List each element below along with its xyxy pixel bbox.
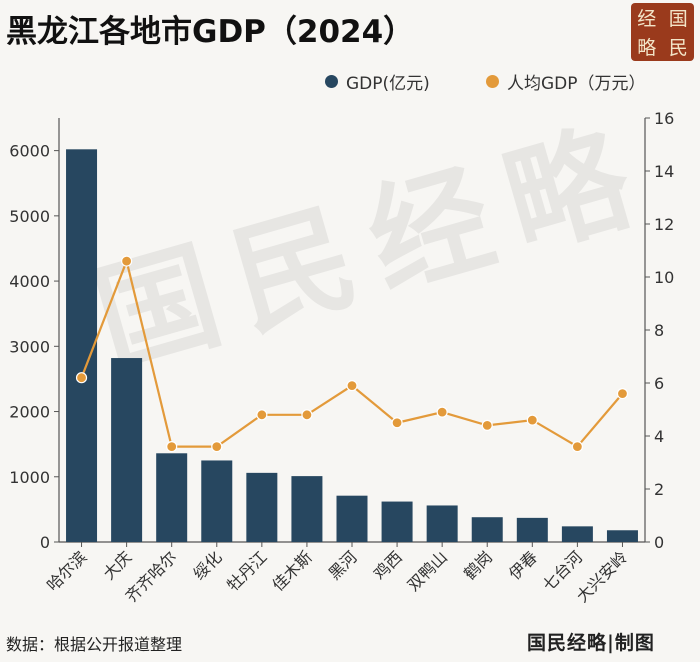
legend-swatch-per-capita <box>486 75 499 88</box>
bar <box>156 453 188 542</box>
logo-char: 经 <box>637 8 657 30</box>
bar <box>381 501 413 542</box>
legend-swatch-gdp <box>325 75 338 88</box>
bar <box>111 358 143 542</box>
x-tick-label: 伊春 <box>505 547 541 583</box>
bar <box>246 472 278 542</box>
per-capita-point <box>571 441 583 453</box>
per-capita-point <box>75 372 88 384</box>
x-tick-label: 鹤岗 <box>460 547 496 583</box>
per-capita-point <box>436 406 448 418</box>
bar <box>336 495 368 542</box>
y-right-tick-label: 6 <box>654 374 664 393</box>
y-left-tick-label: 4000 <box>9 272 50 291</box>
logo-char: 略 <box>637 37 657 59</box>
y-left-tick-label: 5000 <box>9 207 50 226</box>
brand-logo: 经 国 略 民 <box>631 3 694 61</box>
chart-legend: GDP(亿元) 人均GDP（万元） <box>0 69 700 97</box>
per-capita-point <box>391 417 403 429</box>
per-capita-point <box>211 441 223 453</box>
y-left-tick-label: 1000 <box>9 468 50 487</box>
x-tick-label: 哈尔滨 <box>43 547 90 594</box>
logo-char: 民 <box>668 37 688 59</box>
per-capita-point <box>121 255 133 267</box>
y-right-tick-label: 16 <box>654 109 674 128</box>
per-capita-point <box>346 380 358 392</box>
per-capita-point <box>616 388 629 400</box>
x-tick-label: 绥化 <box>190 547 226 583</box>
x-tick-label: 黑河 <box>325 547 361 583</box>
bar <box>516 517 548 542</box>
legend-item-per-capita: 人均GDP（万元） <box>486 69 646 94</box>
y-right-tick-label: 14 <box>654 162 674 181</box>
chart-credit: 国民经略|制图 <box>527 632 655 654</box>
bar <box>291 476 323 542</box>
x-tick-label: 双鸭山 <box>404 547 451 594</box>
x-tick-label: 佳木斯 <box>268 547 315 594</box>
bar <box>561 526 593 542</box>
x-tick-label: 鸡西 <box>370 547 406 583</box>
logo-char: 国 <box>668 8 688 30</box>
y-right-tick-label: 10 <box>654 268 674 287</box>
bar <box>201 460 233 542</box>
y-right-tick-label: 0 <box>654 533 664 552</box>
source-note: 数据：根据公开报道整理 <box>6 635 183 654</box>
y-left-tick-label: 0 <box>40 533 50 552</box>
page-title: 黑龙江各地市GDP（2024） <box>6 14 415 50</box>
bar <box>66 149 98 542</box>
legend-item-gdp: GDP(亿元) <box>325 69 430 94</box>
y-right-tick-label: 12 <box>654 215 674 234</box>
bar <box>426 505 458 542</box>
per-capita-point <box>526 414 538 426</box>
per-capita-point <box>301 409 313 421</box>
bar <box>471 517 503 542</box>
x-tick-label: 大庆 <box>99 547 135 583</box>
per-capita-line <box>80 257 624 449</box>
y-right-tick-label: 8 <box>654 321 664 340</box>
per-capita-point <box>166 441 178 453</box>
per-capita-point <box>256 409 268 421</box>
per-capita-point <box>481 419 493 431</box>
y-left-tick-label: 3000 <box>9 337 50 356</box>
x-tick-label: 牡丹江 <box>223 547 270 594</box>
y-left-tick-label: 6000 <box>9 142 50 161</box>
bar <box>606 530 638 542</box>
legend-label-gdp: GDP(亿元) <box>346 74 430 94</box>
y-right-tick-label: 2 <box>654 480 664 499</box>
y-right-tick-label: 4 <box>654 427 664 446</box>
y-left-tick-label: 2000 <box>9 403 50 422</box>
legend-label-per-capita: 人均GDP（万元） <box>507 74 646 94</box>
